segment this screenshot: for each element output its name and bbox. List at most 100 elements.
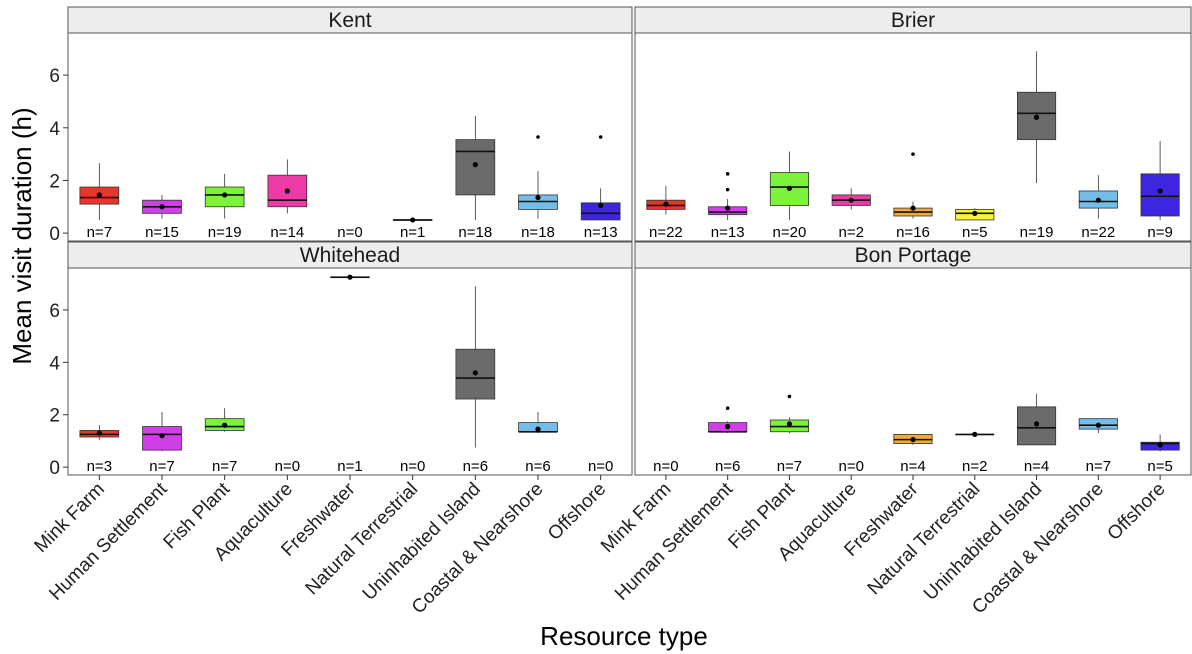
outlier-point [787,394,792,399]
facet-strip [67,6,633,34]
box-aquaculture: n=0 [838,458,863,475]
box-uninhabited-island: n=18 [455,115,496,241]
outlier-point [725,406,730,410]
y-tick-label: 4 [49,353,60,374]
box-iqr [455,139,496,196]
outlier-point [725,187,730,192]
box-mink-farm: n=0 [653,458,678,475]
box-human-settlement: n=15 [142,194,182,241]
box-iqr [580,202,621,221]
box-offshore: n=0 [588,458,613,475]
n-label: n=4 [1024,458,1049,475]
box-freshwater: n=1 [330,274,370,475]
box-uninhabited-island: n=6 [455,286,496,475]
mean-point [159,433,165,439]
box-fish-plant: n=19 [204,173,245,241]
y-tick-label: 6 [49,66,60,87]
n-label: n=19 [1020,224,1054,241]
n-label: n=0 [838,458,863,475]
n-label: n=19 [208,224,242,241]
n-label: n=7 [87,224,112,241]
n-label: n=0 [588,458,613,475]
facet-strip [634,6,1192,34]
mean-point [1157,442,1163,448]
box-human-settlement: n=13 [708,172,748,241]
x-tick-label: Uninhabited Island [920,479,1046,605]
mean-point [535,194,541,201]
box-natural-terrestrial: n=1 [392,217,433,241]
mean-point [848,197,854,203]
n-label: n=0 [337,224,362,241]
n-label: n=9 [1147,224,1172,241]
facet-strip [634,241,1192,269]
y-axes: 0 2 4 6 0 2 4 6 [49,66,68,479]
box-iqr [142,426,182,451]
n-label: n=4 [900,458,925,475]
panel-kent: Kent n=7 n=15 n=19 n=14 n=0 n=1 n=18 n=18 n=13 [67,6,633,242]
box-natural-terrestrial: n=2 [955,431,995,475]
box-mink-farm: n=3 [79,425,120,475]
y-tick-label: 2 [49,171,60,192]
facet-strip [67,241,633,269]
box-freshwater: n=0 [337,224,362,241]
n-label: n=13 [711,224,745,241]
y-tick-label: 0 [49,224,60,245]
box-fish-plant: n=7 [769,394,809,475]
n-label: n=0 [653,458,678,475]
n-label: n=14 [270,224,304,241]
facet-title: Whitehead [300,244,400,267]
n-label: n=20 [773,224,807,241]
box-coastal-nearshore: n=7 [1078,418,1118,475]
mean-point [725,423,731,430]
mean-point [535,426,541,432]
n-label: n=6 [525,458,550,475]
box-human-settlement: n=6 [708,406,748,475]
outlier-point [598,135,603,139]
n-label: n=22 [1081,224,1115,241]
mean-point [910,205,916,211]
n-label: n=7 [777,458,802,475]
mean-point [96,192,102,198]
mean-point [1095,422,1101,428]
n-label: n=1 [337,458,362,475]
box-aquaculture: n=14 [267,159,308,241]
box-uninhabited-island: n=19 [1017,51,1057,241]
n-label: n=7 [149,458,174,475]
box-aquaculture: n=0 [275,458,300,475]
facet-title: Bon Portage [855,244,972,267]
mean-point [96,430,102,436]
mean-point [159,204,165,210]
x-tick-label: Natural Terrestrial [302,479,423,600]
mean-point [410,217,416,223]
n-label: n=0 [275,458,300,475]
mean-point [725,205,731,211]
panel-bon-portage: Bon Portage n=0 n=6 n=7 n=0 n=4 n=2 n=4 n=7 n=5 [634,241,1192,476]
n-label: n=2 [838,224,863,241]
mean-point [1157,188,1163,194]
box-natural-terrestrial: n=5 [955,208,995,241]
box-offshore: n=9 [1140,140,1180,241]
x-tick-label: Offshore [1104,479,1170,545]
n-label: n=5 [1147,458,1172,475]
n-label: n=2 [962,458,987,475]
n-label: n=15 [145,224,179,241]
mean-point [472,370,478,376]
box-freshwater: n=4 [893,433,933,475]
y-tick-label: 6 [49,301,60,322]
mean-point [786,185,793,191]
box-natural-terrestrial: n=0 [400,458,425,475]
n-label: n=6 [715,458,740,475]
facet-title: Brier [891,9,935,32]
n-label: n=3 [87,458,112,475]
mean-point [972,431,978,437]
x-tick-label: Uninhabited Island [359,479,485,605]
n-label: n=7 [1086,458,1111,475]
x-axis-title: Resource type [540,621,708,651]
y-axis-title: Mean visit duration (h) [7,107,37,364]
box-mink-farm: n=7 [79,163,120,241]
box-human-settlement: n=7 [142,412,182,475]
box-freshwater: n=16 [893,152,933,241]
mean-point [347,274,353,280]
